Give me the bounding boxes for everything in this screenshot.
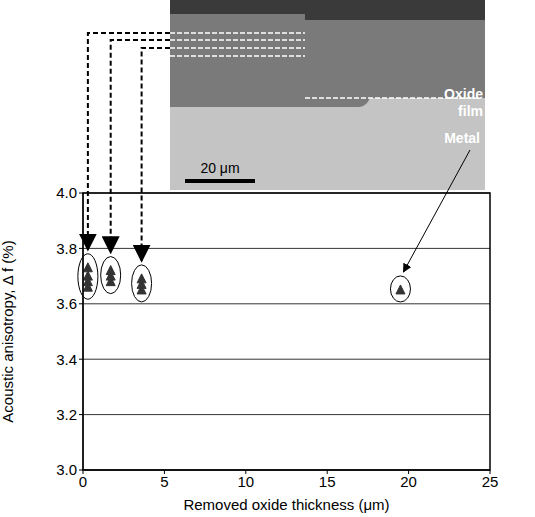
svg-text:20: 20 xyxy=(400,473,417,490)
svg-text:3.4: 3.4 xyxy=(56,351,77,368)
svg-text:10: 10 xyxy=(237,473,254,490)
svg-text:Removed oxide thickness (μm): Removed oxide thickness (μm) xyxy=(183,496,389,513)
svg-text:3.8: 3.8 xyxy=(56,240,77,257)
svg-text:15: 15 xyxy=(319,473,336,490)
html-text:Oxide film: Oxide film xyxy=(444,86,483,119)
svg-text:0: 0 xyxy=(79,473,87,490)
svg-text:3.2: 3.2 xyxy=(56,406,77,423)
html-text:20 μm: 20 μm xyxy=(200,160,240,176)
svg-text:Acoustic anisotropy, Δ f (%): Acoustic anisotropy, Δ f (%) xyxy=(0,240,16,422)
svg-text:25: 25 xyxy=(482,473,499,490)
svg-text:5: 5 xyxy=(160,473,168,490)
svg-text:4.0: 4.0 xyxy=(56,184,77,201)
svg-text:3.6: 3.6 xyxy=(56,295,77,312)
svg-text:3.0: 3.0 xyxy=(56,461,77,478)
html-text:Metal: Metal xyxy=(444,130,480,146)
